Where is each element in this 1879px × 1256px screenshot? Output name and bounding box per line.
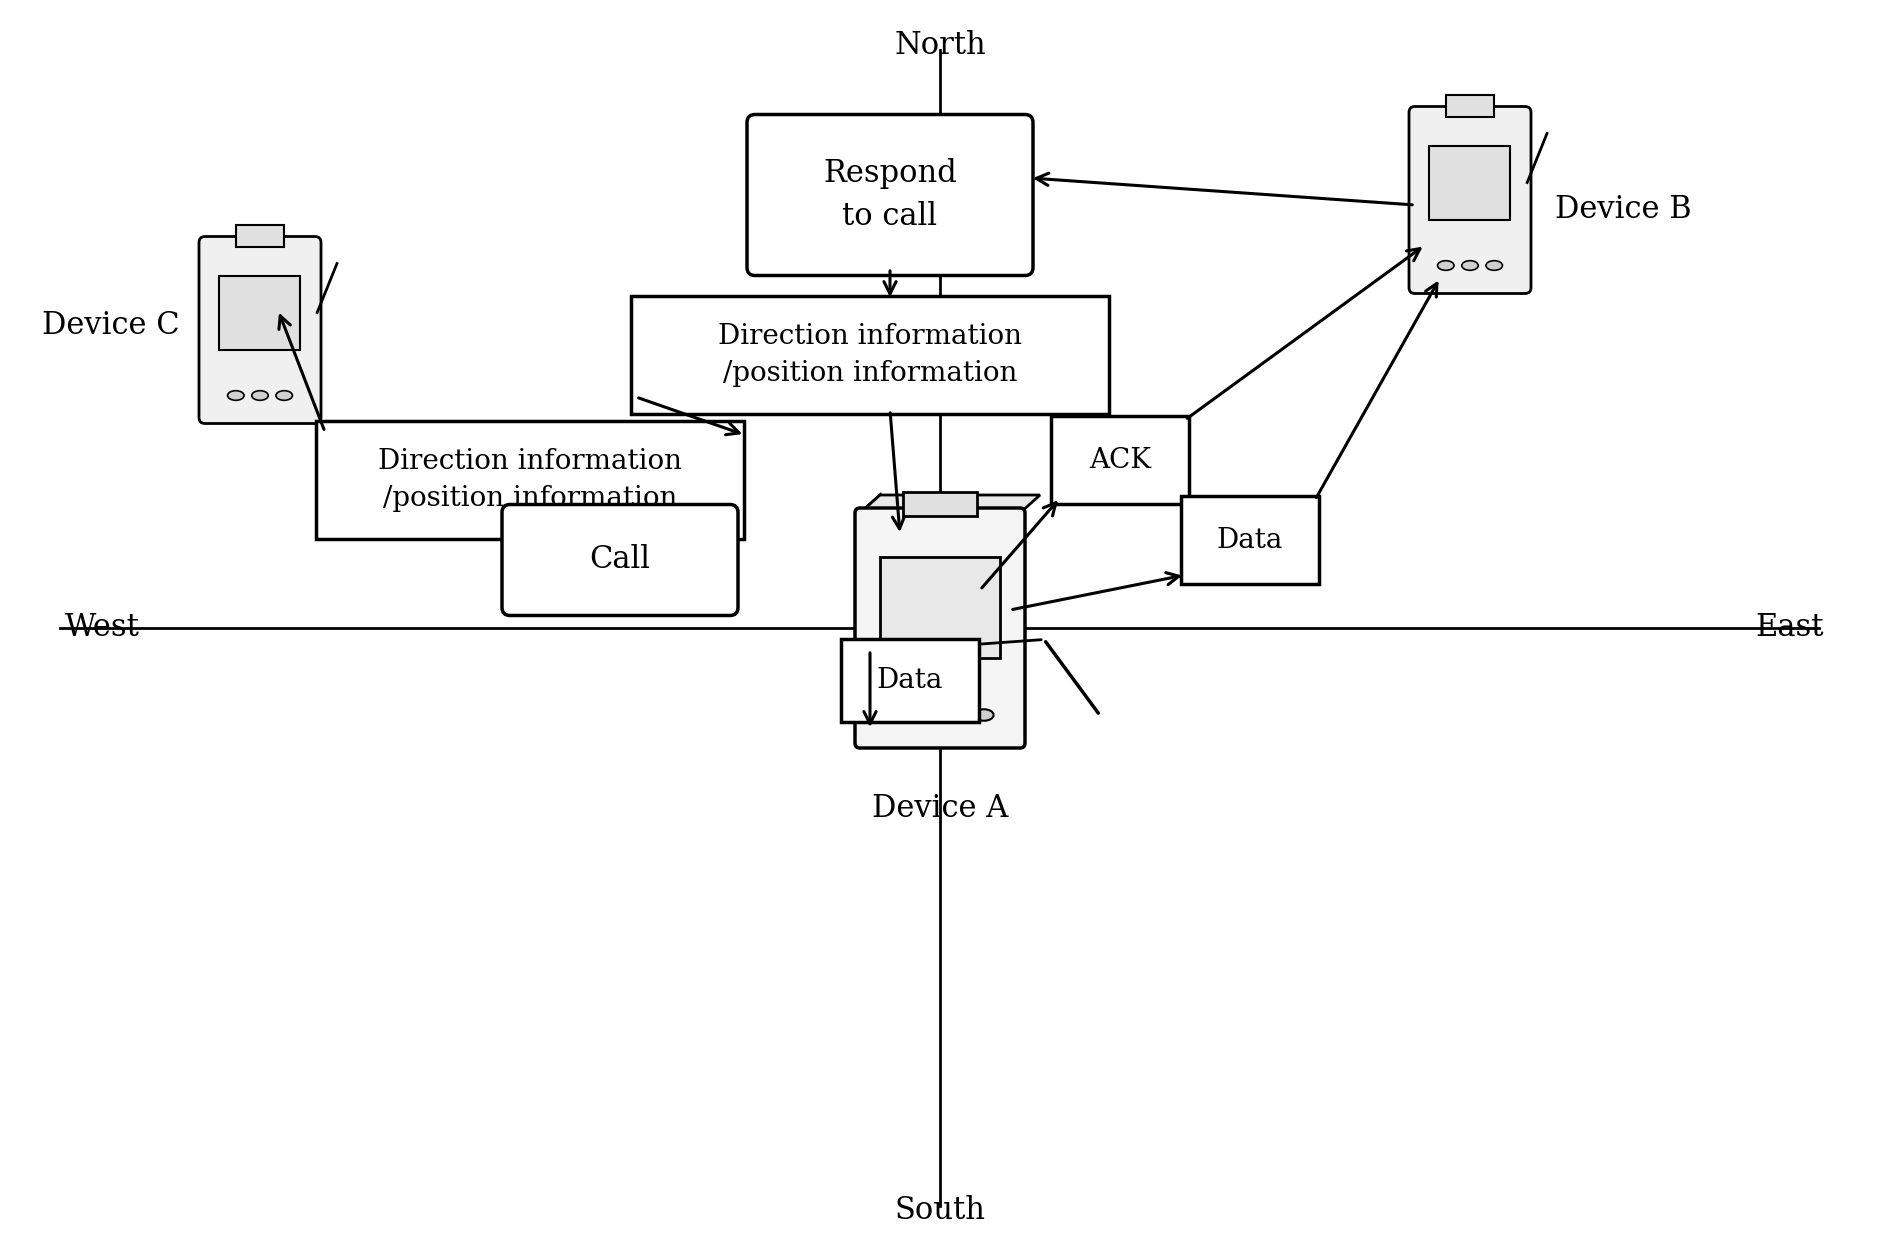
- FancyBboxPatch shape: [220, 275, 301, 349]
- Text: North: North: [894, 30, 986, 62]
- Ellipse shape: [945, 710, 964, 721]
- Ellipse shape: [276, 391, 293, 401]
- Text: Data: Data: [1218, 526, 1283, 554]
- Ellipse shape: [227, 391, 244, 401]
- FancyBboxPatch shape: [1430, 146, 1511, 220]
- Text: Direction information
/position information: Direction information /position informat…: [378, 447, 682, 512]
- FancyBboxPatch shape: [502, 505, 738, 615]
- FancyBboxPatch shape: [842, 638, 979, 721]
- Text: Respond
to call: Respond to call: [823, 158, 956, 232]
- FancyBboxPatch shape: [855, 507, 1026, 749]
- Text: Device A: Device A: [872, 793, 1009, 824]
- FancyBboxPatch shape: [748, 114, 1033, 275]
- Ellipse shape: [915, 710, 934, 721]
- FancyBboxPatch shape: [1409, 107, 1531, 294]
- Text: West: West: [66, 613, 139, 643]
- Text: ACK: ACK: [1090, 446, 1152, 474]
- Ellipse shape: [1437, 261, 1454, 270]
- FancyBboxPatch shape: [199, 236, 321, 423]
- FancyBboxPatch shape: [631, 296, 1109, 414]
- FancyBboxPatch shape: [1182, 496, 1319, 584]
- Text: Call: Call: [590, 545, 650, 575]
- FancyBboxPatch shape: [237, 225, 284, 246]
- Ellipse shape: [1486, 261, 1503, 270]
- Text: Device C: Device C: [43, 309, 180, 340]
- FancyBboxPatch shape: [316, 421, 744, 539]
- Text: Data: Data: [877, 667, 943, 693]
- Text: South: South: [894, 1194, 985, 1226]
- Ellipse shape: [1462, 261, 1479, 270]
- Text: Direction information
/position information: Direction information /position informat…: [718, 323, 1022, 387]
- FancyBboxPatch shape: [904, 492, 977, 516]
- FancyBboxPatch shape: [1050, 416, 1189, 504]
- Ellipse shape: [252, 391, 269, 401]
- Polygon shape: [861, 495, 879, 744]
- Ellipse shape: [975, 710, 994, 721]
- Ellipse shape: [885, 710, 906, 721]
- Text: East: East: [1755, 613, 1825, 643]
- FancyBboxPatch shape: [881, 556, 1000, 658]
- Text: Device B: Device B: [1556, 195, 1691, 226]
- FancyBboxPatch shape: [1447, 94, 1494, 117]
- Polygon shape: [861, 495, 1039, 512]
